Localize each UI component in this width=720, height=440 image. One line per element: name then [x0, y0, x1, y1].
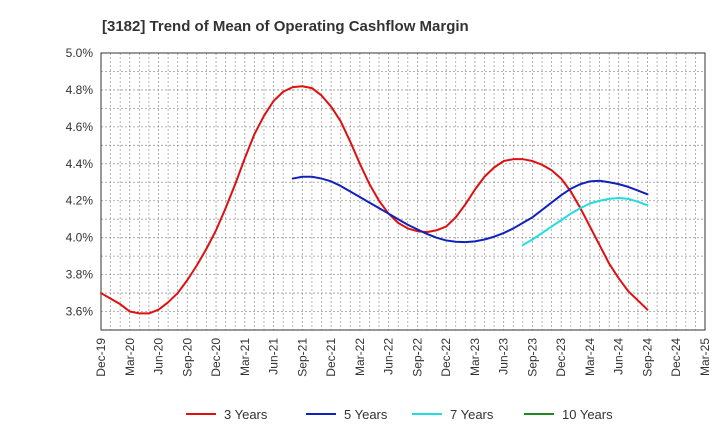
- y-tick-label: 4.8%: [66, 83, 94, 97]
- series-line-7-years: [521, 196, 649, 247]
- legend-item-10-years: 10 Years: [524, 407, 613, 422]
- x-tick-label: Mar-24: [583, 338, 597, 376]
- y-tick-label: 4.2%: [66, 194, 94, 208]
- series-line-3-years: [100, 85, 649, 315]
- x-tick-label: Jun-22: [382, 338, 396, 375]
- legend-label: 3 Years: [224, 407, 268, 422]
- chart-title: [3182] Trend of Mean of Operating Cashfl…: [102, 18, 469, 35]
- legend-label: 7 Years: [450, 407, 494, 422]
- axes: 3.6% 3.8% 4.0% 4.2% 4.4% 4.6% 4.8% 5.0% Dec-19 Ma…: [66, 46, 712, 377]
- series-line-5-years: [291, 175, 649, 244]
- legend-label: 10 Years: [562, 407, 613, 422]
- y-tick-label: 4.4%: [66, 157, 94, 171]
- x-tick-label: Jun-23: [497, 338, 511, 375]
- x-tick-label: Dec-22: [439, 338, 453, 377]
- x-tick-label: Dec-21: [324, 338, 338, 377]
- x-tick-label: Jun-21: [267, 338, 281, 375]
- x-tick-label: Dec-23: [554, 338, 568, 377]
- x-tick-label: Dec-19: [94, 338, 108, 377]
- legend-item-3-years: 3 Years: [186, 407, 268, 422]
- x-tick-label: Jun-24: [612, 338, 626, 375]
- x-tick-label: Mar-25: [698, 338, 712, 376]
- x-tick-label: Jun-20: [152, 338, 166, 375]
- y-tick-label: 4.6%: [66, 120, 94, 134]
- grid: [100, 52, 706, 331]
- x-tick-label: Sep-23: [525, 338, 539, 377]
- y-tick-label: 3.6%: [66, 305, 94, 319]
- x-tick-label: Mar-22: [353, 338, 367, 376]
- x-tick-label: Mar-20: [123, 338, 137, 376]
- x-tick-label: Sep-22: [410, 338, 424, 377]
- x-tick-label: Sep-24: [640, 338, 654, 377]
- plot-frame: [100, 52, 706, 331]
- x-tick-label: Dec-24: [669, 338, 683, 377]
- x-tick-label: Mar-21: [238, 338, 252, 376]
- y-tick-label: 5.0%: [66, 46, 94, 60]
- plot-area: [101, 53, 705, 330]
- series-group: [100, 85, 649, 315]
- x-tick-label: Sep-21: [295, 338, 309, 377]
- legend-item-5-years: 5 Years: [306, 407, 388, 422]
- y-tick-label: 3.8%: [66, 268, 94, 282]
- y-tick-label: 4.0%: [66, 231, 94, 245]
- legend-item-7-years: 7 Years: [412, 407, 494, 422]
- x-tick-label: Sep-20: [180, 338, 194, 377]
- x-tick-label: Dec-20: [209, 338, 223, 377]
- legend: 3 Years 5 Years 7 Years 10 Years: [186, 407, 613, 422]
- legend-label: 5 Years: [344, 407, 388, 422]
- x-tick-label: Mar-23: [468, 338, 482, 376]
